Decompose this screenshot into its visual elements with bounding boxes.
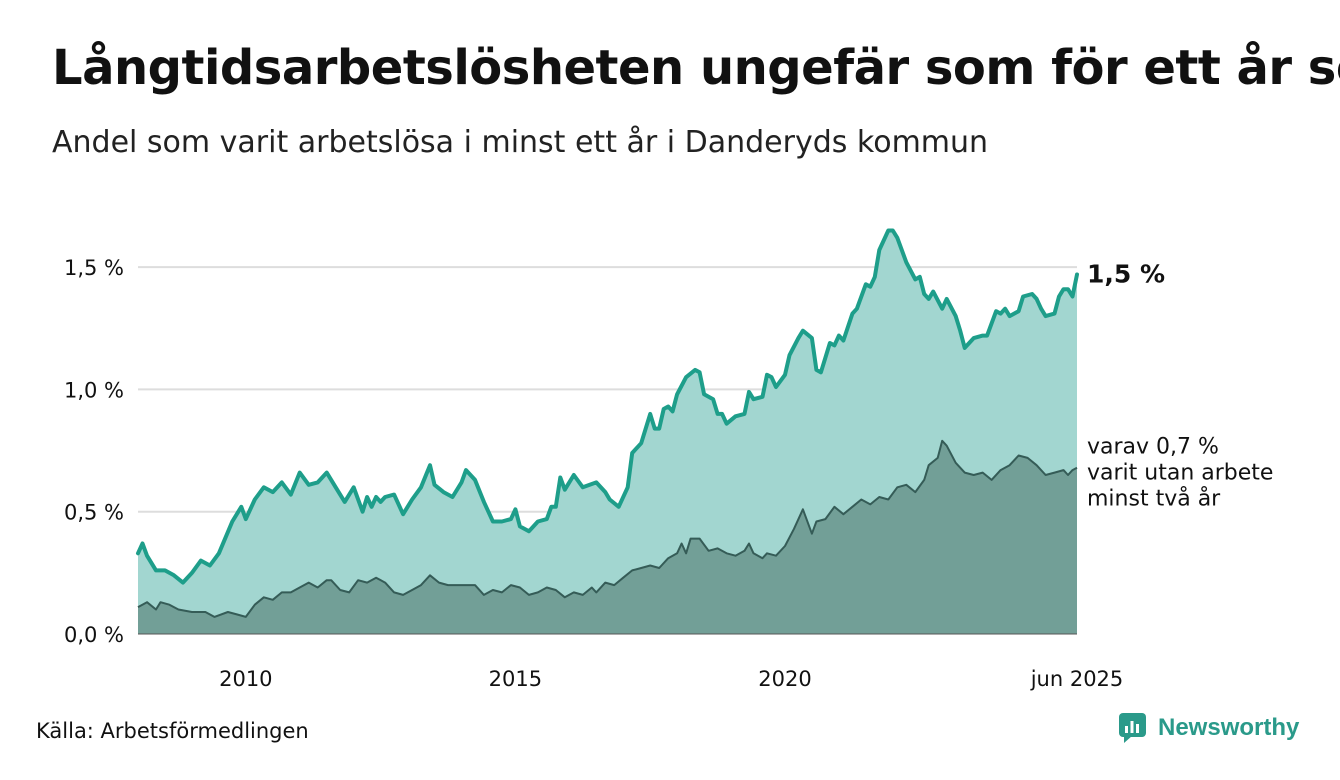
source-note: Källa: Arbetsförmedlingen <box>36 719 309 743</box>
x-tick-labels: 2010 2015 2020 jun 2025 <box>219 667 1123 691</box>
x-tick-label: jun 2025 <box>1030 667 1124 691</box>
x-tick-label: 2020 <box>758 667 811 691</box>
main-end-label: 1,5 % <box>1087 259 1165 288</box>
chart-subtitle: Andel som varit arbetslösa i minst ett å… <box>52 125 989 160</box>
brand-name: Newsworthy <box>1158 714 1300 741</box>
sub-line <box>137 439 1078 618</box>
x-tick-label: 2015 <box>489 667 542 691</box>
y-tick-labels: 0,0 % 0,5 % 1,0 % 1,5 % <box>64 256 124 647</box>
chart-title: Långtidsarbetslösheten ungefär som för e… <box>52 40 1340 96</box>
sub-end-label-line: varav 0,7 % <box>1087 435 1219 460</box>
y-tick-label: 1,5 % <box>64 256 124 280</box>
main-line <box>136 228 1079 585</box>
sub-end-label-line: minst två år <box>1087 486 1221 512</box>
sub-area-fill <box>138 440 1077 634</box>
chart-bubble-icon <box>1119 713 1146 743</box>
newsworthy-logo: Newsworthy <box>1118 712 1299 744</box>
x-tick-label: 2010 <box>219 667 272 691</box>
y-tick-label: 1,0 % <box>64 378 124 402</box>
y-tick-label: 0,5 % <box>64 501 124 525</box>
y-tick-label: 0,0 % <box>64 623 124 647</box>
sub-end-label-line: varit utan arbete <box>1087 461 1273 486</box>
